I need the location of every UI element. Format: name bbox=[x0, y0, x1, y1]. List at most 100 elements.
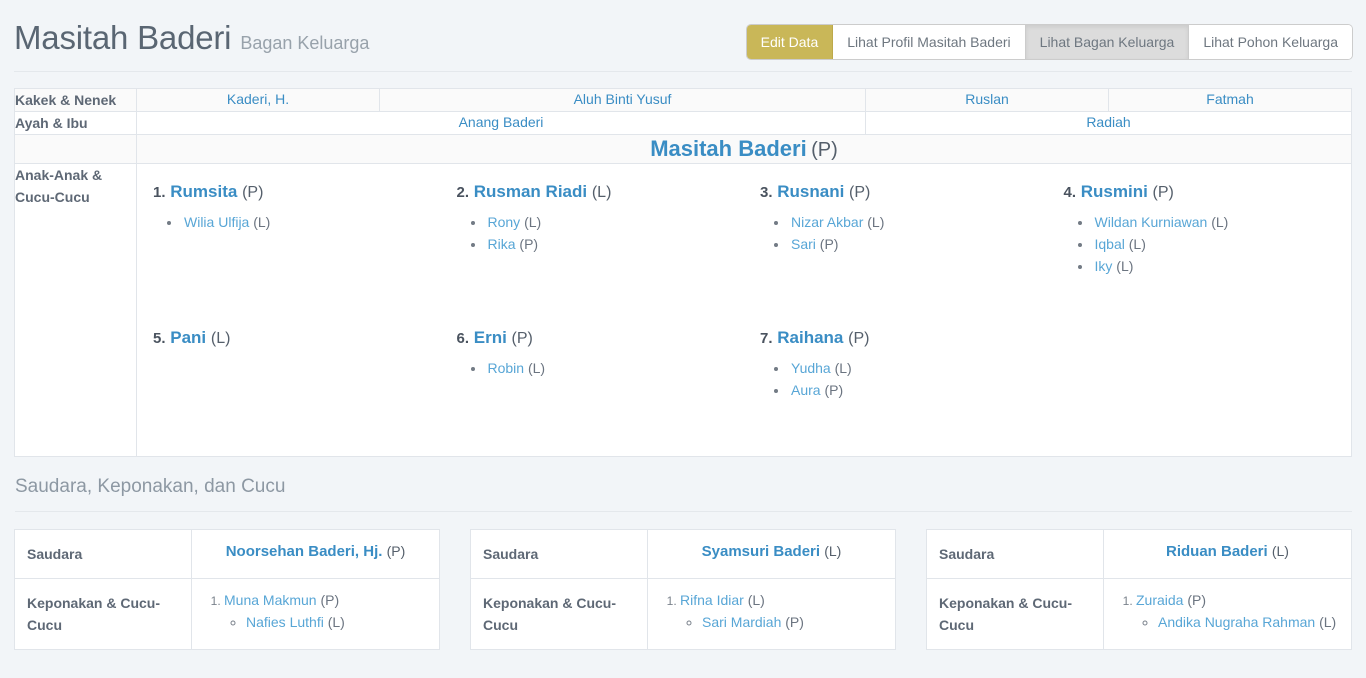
nephew-gender: (P) bbox=[1187, 592, 1207, 608]
list-item: Sari (P) bbox=[789, 233, 1033, 255]
list-item: Yudha (L) bbox=[789, 357, 1033, 379]
grandchild-link[interactable]: Iky bbox=[1094, 258, 1113, 274]
mother-link[interactable]: Radiah bbox=[1086, 114, 1131, 130]
grandchildren-list: Yudha (L)Aura (P) bbox=[760, 357, 1033, 401]
sibling-row-label: Saudara bbox=[14, 529, 192, 579]
list-item: Iqbal (L) bbox=[1093, 233, 1337, 255]
grandchild-link[interactable]: Iqbal bbox=[1094, 236, 1125, 252]
grandchild-gender: (L) bbox=[253, 214, 271, 230]
siblings-section-title: Saudara, Keponakan, dan Cucu bbox=[15, 474, 1352, 512]
grandparent-cell: Ruslan bbox=[865, 88, 1109, 112]
grandchild-link[interactable]: Yudha bbox=[791, 360, 831, 376]
sibling-gender: (L) bbox=[824, 543, 842, 559]
grandchild-link[interactable]: Robin bbox=[487, 360, 525, 376]
action-button-group: Edit Data Lihat Profil Masitah Baderi Liha… bbox=[746, 25, 1352, 59]
child-name-link[interactable]: Rumsita bbox=[170, 182, 238, 201]
header-button-3[interactable]: Lihat Pohon Keluarga bbox=[1189, 25, 1352, 59]
nephew-link[interactable]: Zuraida bbox=[1136, 592, 1184, 608]
child-gender: (P) bbox=[242, 184, 264, 201]
list-item: Rony (L) bbox=[486, 211, 730, 233]
grand-nephew-gender: (L) bbox=[327, 614, 345, 630]
sibling-header-row: Saudara Noorsehan Baderi, Hj. (P) bbox=[14, 529, 440, 579]
child-name-link[interactable]: Raihana bbox=[777, 328, 844, 347]
grandparents-row: Kakek & Nenek Kaderi, H. Aluh Binti Yusu… bbox=[14, 88, 1352, 112]
grandchild-link[interactable]: Wildan Kurniawan bbox=[1094, 214, 1208, 230]
page-header: Masitah Baderi Bagan Keluarga Edit Data L… bbox=[14, 0, 1352, 72]
father-link[interactable]: Anang Baderi bbox=[458, 114, 544, 130]
self-gender: (P) bbox=[811, 139, 838, 161]
family-chart-table: Kakek & Nenek Kaderi, H. Aluh Binti Yusu… bbox=[14, 88, 1352, 457]
page-subtitle: Bagan Keluarga bbox=[240, 33, 370, 53]
header-button-1[interactable]: Lihat Profil Masitah Baderi bbox=[833, 25, 1026, 59]
grand-nephew-link[interactable]: Andika Nugraha Rahman bbox=[1158, 614, 1316, 630]
sibling-name-link[interactable]: Syamsuri Baderi bbox=[701, 543, 821, 560]
nephews-row-label: Keponakan & Cucu-Cucu bbox=[14, 578, 192, 650]
grandchild-link[interactable]: Rony bbox=[487, 214, 521, 230]
child-name-link[interactable]: Rusnani bbox=[777, 182, 845, 201]
child-number: 4. bbox=[1063, 184, 1077, 201]
header-button-0[interactable]: Edit Data bbox=[746, 25, 834, 59]
self-name: Masitah Baderi bbox=[650, 136, 807, 161]
list-item: Andika Nugraha Rahman (L) bbox=[1158, 611, 1341, 633]
nephews-row-label: Keponakan & Cucu-Cucu bbox=[926, 578, 1104, 650]
child-number: 7. bbox=[760, 330, 773, 347]
child-number: 6. bbox=[456, 330, 470, 347]
nephews-row: Keponakan & Cucu-Cucu Zuraida (P) Andika N… bbox=[926, 578, 1352, 650]
sibling-name-link[interactable]: Riduan Baderi bbox=[1166, 543, 1268, 560]
sibling-header-row: Saudara Syamsuri Baderi (L) bbox=[470, 529, 896, 579]
grandparent-link[interactable]: Kaderi, H. bbox=[226, 91, 290, 107]
siblings-row: Saudara Noorsehan Baderi, Hj. (P) Keponaka… bbox=[14, 529, 1352, 650]
grand-nephew-link[interactable]: Sari Mardiah bbox=[702, 614, 782, 630]
child-name-link[interactable]: Rusmini bbox=[1080, 182, 1148, 201]
grandchild-link[interactable]: Rika bbox=[487, 236, 516, 252]
list-item: Muna Makmun (P) Nafies Luthfi (L) bbox=[224, 589, 429, 633]
grand-nephew-link[interactable]: Nafies Luthfi bbox=[246, 614, 324, 630]
list-item: Zuraida (P) Andika Nugraha Rahman (L) bbox=[1136, 589, 1341, 633]
nephew-gender: (P) bbox=[320, 592, 340, 608]
children-grid: 1. Rumsita (P) Wilia Ulfija (L) 2. Rusman … bbox=[137, 164, 1351, 456]
grandchildren-list: Robin (L) bbox=[457, 357, 730, 379]
grandchild-link[interactable]: Aura bbox=[791, 382, 821, 398]
grandparent-link[interactable]: Ruslan bbox=[965, 91, 1009, 107]
grandchild-gender: (L) bbox=[1116, 258, 1134, 274]
nephew-link[interactable]: Rifna Idiar bbox=[680, 592, 744, 608]
sibling-card: Saudara Riduan Baderi (L) Keponakan & Cucu… bbox=[926, 529, 1352, 650]
list-item: Robin (L) bbox=[486, 357, 730, 379]
child-name-link[interactable]: Rusman Riadi bbox=[473, 182, 588, 201]
parents-row-label: Ayah & Ibu bbox=[14, 111, 137, 135]
list-item: Aura (P) bbox=[789, 379, 1033, 401]
nephew-link[interactable]: Muna Makmun bbox=[224, 592, 317, 608]
page-title: Masitah Baderi Bagan Keluarga bbox=[14, 18, 369, 58]
grandchild-gender: (L) bbox=[1211, 214, 1229, 230]
header-button-2[interactable]: Lihat Bagan Keluarga bbox=[1025, 25, 1190, 59]
children-row: Anak-Anak & Cucu-Cucu 1. Rumsita (P) Wili… bbox=[14, 163, 1352, 457]
list-item: Rifna Idiar (L) Sari Mardiah (P) bbox=[680, 589, 885, 633]
sibling-name-link[interactable]: Noorsehan Baderi, Hj. bbox=[225, 543, 383, 560]
child-column: 6. Erni (P) Robin (L) bbox=[441, 310, 745, 456]
grandparent-link[interactable]: Fatmah bbox=[1206, 91, 1254, 107]
mother-cell: Radiah bbox=[865, 111, 1352, 135]
nephews-list: Muna Makmun (P) Nafies Luthfi (L) bbox=[202, 589, 429, 633]
child-heading: 1. Rumsita (P) bbox=[153, 180, 426, 205]
grandparent-link[interactable]: Aluh Binti Yusuf bbox=[573, 91, 672, 107]
child-gender: (P) bbox=[1152, 184, 1174, 201]
grandchild-link[interactable]: Wilia Ulfija bbox=[184, 214, 250, 230]
child-gender: (P) bbox=[849, 184, 871, 201]
nephews-cell: Zuraida (P) Andika Nugraha Rahman (L) bbox=[1103, 578, 1352, 650]
child-name-link[interactable]: Erni bbox=[473, 328, 507, 347]
child-number: 2. bbox=[456, 184, 470, 201]
sibling-card: Saudara Noorsehan Baderi, Hj. (P) Keponaka… bbox=[14, 529, 440, 650]
children-cell: 1. Rumsita (P) Wilia Ulfija (L) 2. Rusman … bbox=[136, 163, 1352, 457]
list-item: Rika (P) bbox=[486, 233, 730, 255]
grandchild-gender: (L) bbox=[527, 360, 546, 376]
grandparent-cell: Kaderi, H. bbox=[136, 88, 380, 112]
child-number: 1. bbox=[153, 184, 166, 201]
nephews-row: Keponakan & Cucu-Cucu Rifna Idiar (L) Sari… bbox=[470, 578, 896, 650]
sibling-name-cell: Riduan Baderi (L) bbox=[1103, 529, 1352, 579]
grandchild-link[interactable]: Nizar Akbar bbox=[791, 214, 864, 230]
child-name-link[interactable]: Pani bbox=[170, 328, 207, 347]
child-number: 3. bbox=[760, 184, 773, 201]
sibling-name-cell: Noorsehan Baderi, Hj. (P) bbox=[191, 529, 440, 579]
grandchild-link[interactable]: Sari bbox=[791, 236, 816, 252]
